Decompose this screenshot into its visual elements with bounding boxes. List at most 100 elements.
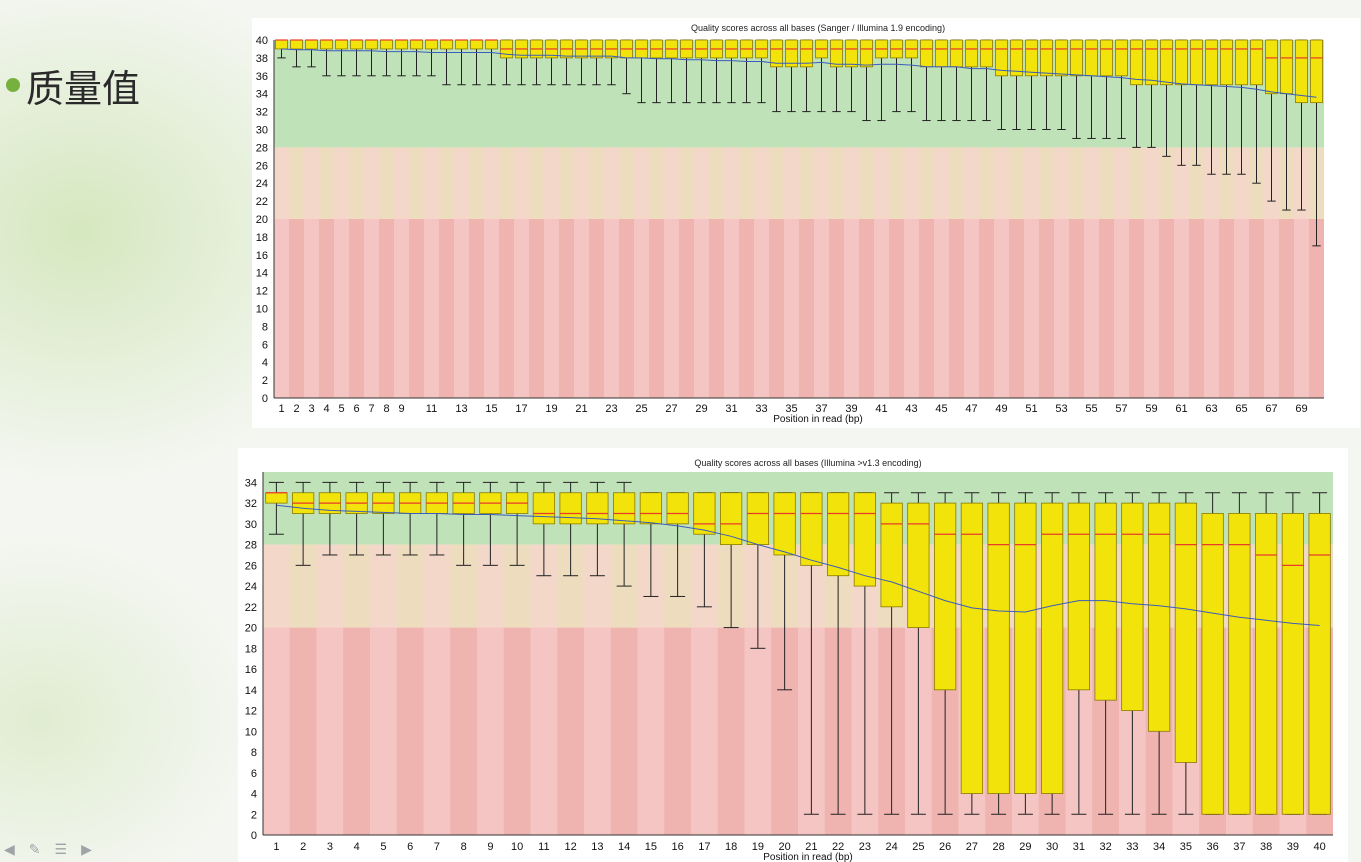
x-tick-label: 31 — [1073, 841, 1085, 853]
x-tick-label: 45 — [935, 403, 947, 415]
quality-box — [1201, 513, 1224, 815]
x-tick-label: 5 — [380, 841, 386, 853]
y-tick-label: 26 — [256, 160, 268, 172]
quality-box — [980, 39, 993, 68]
y-tick-label: 4 — [262, 357, 268, 369]
y-tick-label: 0 — [262, 393, 268, 405]
x-tick-label: 13 — [455, 403, 467, 415]
y-tick-label: 18 — [245, 643, 257, 655]
x-tick-label: 11 — [426, 403, 437, 415]
x-tick-label: 4 — [354, 841, 360, 853]
x-tick-label: 1 — [273, 841, 279, 853]
y-tick-label: 8 — [262, 321, 268, 333]
slide-footer-controls: ◀ ✎ ☰ ▶ — [4, 841, 92, 858]
y-tick-label: 0 — [251, 830, 257, 842]
x-tick-label: 13 — [591, 841, 603, 853]
y-tick-label: 18 — [256, 232, 268, 244]
x-tick-label: 15 — [485, 403, 497, 415]
quality-box — [1174, 502, 1197, 763]
x-tick-label: 47 — [965, 403, 977, 415]
x-tick-label: 37 — [815, 403, 827, 415]
quality-box — [666, 492, 689, 525]
quality-chart-illumina: Quality scores across all bases (Illumin… — [245, 458, 1333, 862]
x-tick-label: 21 — [805, 841, 817, 853]
quality-box — [1041, 502, 1064, 794]
quality-box — [350, 39, 363, 50]
prev-slide-icon[interactable]: ◀ — [4, 841, 15, 857]
quality-box — [1100, 39, 1113, 77]
column-stripe — [263, 544, 290, 835]
quality-box — [800, 492, 823, 566]
next-slide-icon[interactable]: ▶ — [81, 841, 92, 857]
x-tick-label: 17 — [698, 841, 710, 853]
x-tick-label: 69 — [1295, 403, 1307, 415]
x-tick-label: 29 — [695, 403, 707, 415]
quality-box — [425, 39, 438, 50]
y-tick-label: 34 — [245, 477, 257, 489]
x-tick-label: 22 — [832, 841, 844, 853]
slide-title: 质量值 — [6, 60, 140, 111]
x-tick-label: 23 — [859, 841, 871, 853]
quality-box — [290, 39, 303, 50]
quality-box — [1014, 502, 1037, 794]
quality-box — [1281, 513, 1304, 815]
quality-box — [1130, 39, 1143, 86]
quality-box — [365, 39, 378, 50]
x-tick-label: 35 — [785, 403, 797, 415]
x-tick-label: 25 — [635, 403, 647, 415]
column-stripe — [394, 147, 409, 398]
x-tick-label: 4 — [323, 403, 329, 415]
x-tick-label: 1 — [278, 403, 284, 415]
quality-box — [1115, 39, 1128, 77]
y-tick-label: 8 — [251, 747, 257, 759]
y-tick-label: 2 — [262, 375, 268, 387]
y-tick-label: 36 — [256, 71, 268, 83]
column-stripe — [754, 147, 769, 398]
x-tick-label: 27 — [665, 403, 677, 415]
quality-box — [1205, 39, 1218, 86]
y-tick-label: 30 — [245, 519, 257, 531]
x-tick-label: 49 — [995, 403, 1007, 415]
x-tick-label: 9 — [398, 403, 404, 415]
quality-box — [1175, 39, 1188, 86]
y-tick-label: 16 — [256, 250, 268, 262]
x-tick-label: 37 — [1233, 841, 1245, 853]
quality-box — [305, 39, 318, 50]
x-tick-label: 63 — [1205, 403, 1217, 415]
column-stripe — [1174, 147, 1189, 398]
column-stripe — [316, 544, 344, 835]
quality-box — [1220, 39, 1233, 86]
x-tick-label: 12 — [565, 841, 577, 853]
quality-box — [639, 492, 662, 525]
column-stripe — [994, 147, 1009, 398]
menu-icon[interactable]: ☰ — [54, 841, 68, 857]
x-tick-label: 24 — [886, 841, 898, 853]
x-tick-label: 38 — [1260, 841, 1272, 853]
y-tick-label: 24 — [245, 581, 257, 593]
x-tick-label: 43 — [905, 403, 917, 415]
column-stripe — [424, 147, 439, 398]
quality-box — [1250, 39, 1263, 86]
column-stripe — [544, 147, 559, 398]
quality-box — [613, 492, 636, 525]
quality-box — [1145, 39, 1158, 86]
x-tick-label: 36 — [1207, 841, 1219, 853]
column-stripe — [1024, 147, 1039, 398]
y-tick-label: 6 — [262, 339, 268, 351]
x-tick-label: 8 — [383, 403, 389, 415]
x-tick-label: 3 — [308, 403, 314, 415]
x-tick-label: 39 — [845, 403, 857, 415]
quality-box — [770, 39, 783, 68]
column-stripe — [1144, 147, 1159, 398]
quality-box — [470, 39, 483, 50]
x-tick-label: 55 — [1085, 403, 1097, 415]
quality-box — [830, 39, 843, 68]
quality-chart-illumina-panel: Quality scores across all bases (Illumin… — [238, 448, 1348, 862]
quality-box — [1255, 513, 1278, 815]
x-tick-label: 3 — [327, 841, 333, 853]
quality-box — [1010, 39, 1023, 77]
quality-box — [860, 39, 873, 68]
quality-box — [720, 492, 743, 546]
x-tick-label: 26 — [939, 841, 951, 853]
pen-icon[interactable]: ✎ — [28, 841, 41, 857]
